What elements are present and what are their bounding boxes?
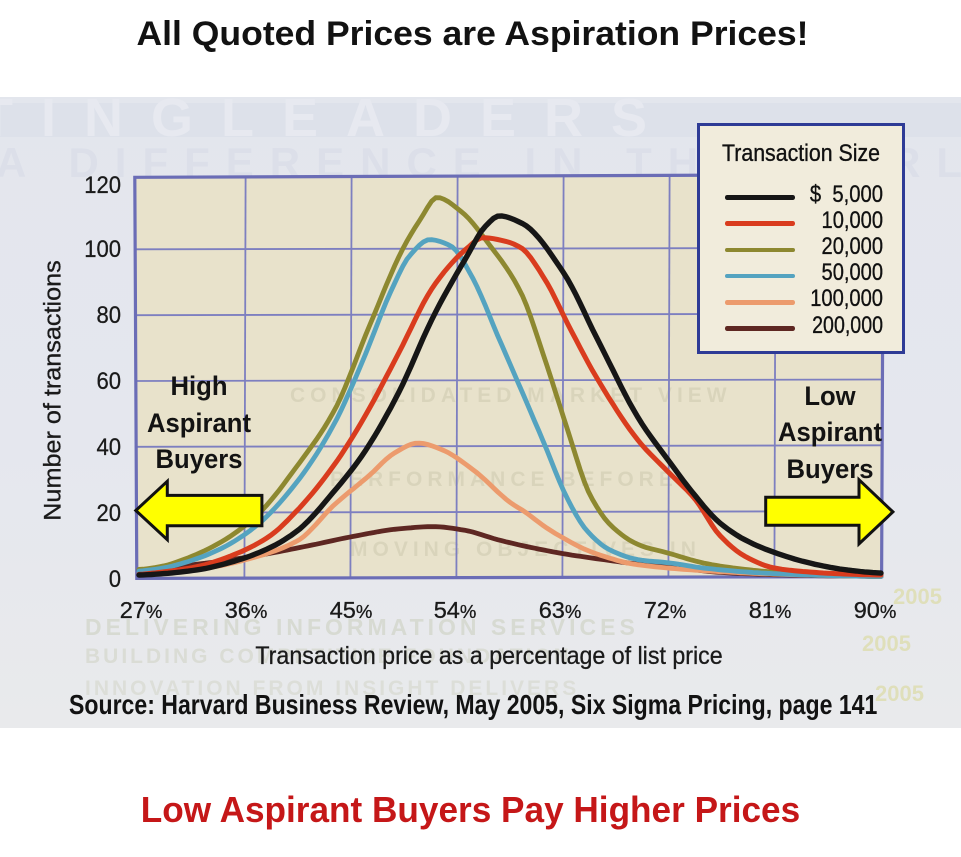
svg-text:PERFORMANCE BEFORE: PERFORMANCE BEFORE: [330, 468, 678, 491]
svg-text:MOVING OBJECTIVES IN: MOVING OBJECTIVES IN: [350, 538, 701, 561]
svg-text:CONSOLIDATED MARKET VIEW: CONSOLIDATED MARKET VIEW: [290, 384, 732, 407]
